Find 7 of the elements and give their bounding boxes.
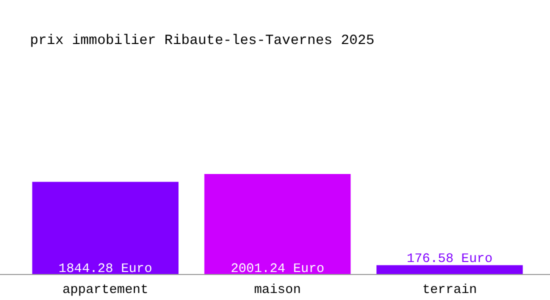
- data-label: 176.58 Euro: [406, 251, 493, 266]
- chart-title: prix immobilier Ribaute-les-Tavernes 2025: [30, 33, 374, 49]
- x-tick-label: appartement: [62, 282, 148, 297]
- data-label: 1844.28 Euro: [58, 261, 152, 276]
- data-label: 2001.24 Euro: [230, 261, 324, 276]
- x-tick-label: maison: [254, 282, 301, 297]
- x-tick-label: terrain: [422, 282, 477, 297]
